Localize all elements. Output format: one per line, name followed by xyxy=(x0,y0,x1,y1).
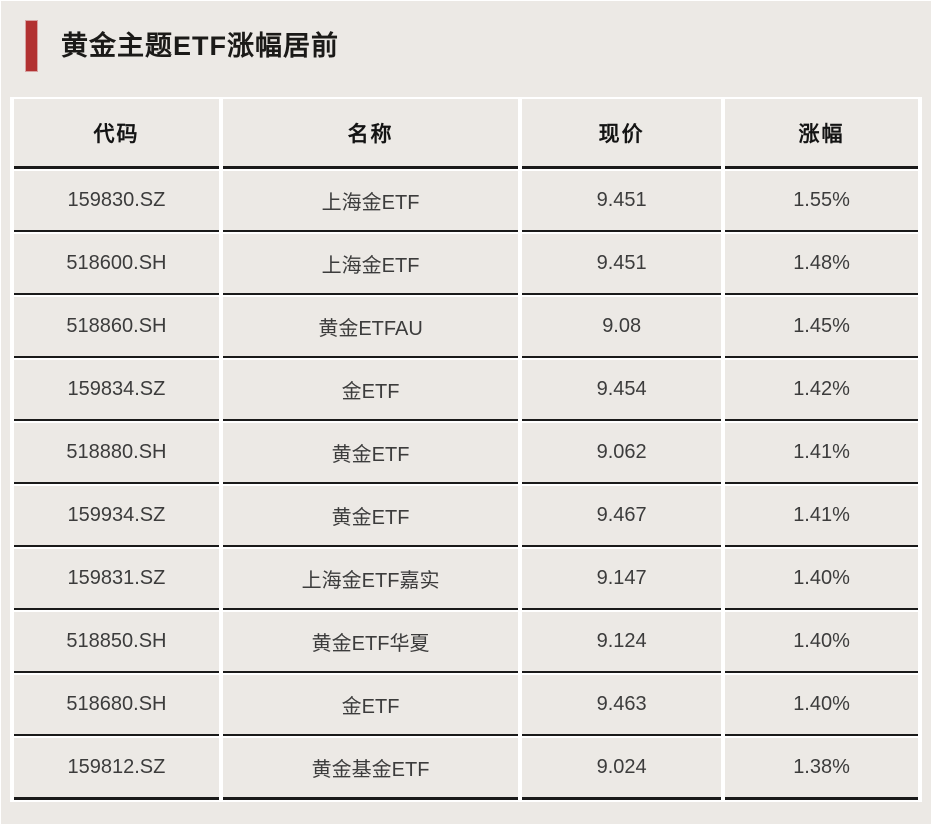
cell-code: 518860.SH xyxy=(14,297,219,358)
cell-name: 上海金ETF嘉实 xyxy=(222,549,519,610)
cell-change: 1.42% xyxy=(725,360,918,421)
cell-change: 1.41% xyxy=(725,423,918,484)
cell-code: 159934.SZ xyxy=(14,486,219,547)
cell-code: 518880.SH xyxy=(14,423,219,484)
cell-price: 9.024 xyxy=(522,738,722,800)
table-header-row: 代码 名称 现价 涨幅 xyxy=(14,99,918,169)
table-body: 159830.SZ 上海金ETF 9.451 1.55% 518600.SH 上… xyxy=(14,171,918,800)
table-row: 159834.SZ 金ETF 9.454 1.42% xyxy=(14,360,918,421)
table-row: 518680.SH 金ETF 9.463 1.40% xyxy=(14,675,918,736)
cell-change: 1.40% xyxy=(725,549,918,610)
cell-change: 1.45% xyxy=(725,297,918,358)
figure-title: 黄金主题ETF涨幅居前 xyxy=(61,30,339,61)
cell-price: 9.467 xyxy=(522,486,722,547)
cell-code: 518600.SH xyxy=(14,234,219,295)
cell-price: 9.451 xyxy=(522,171,722,232)
cell-change: 1.40% xyxy=(725,612,918,673)
cell-code: 159830.SZ xyxy=(14,171,219,232)
cell-name: 黄金ETF华夏 xyxy=(222,612,519,673)
cell-price: 9.463 xyxy=(522,675,722,736)
cell-change: 1.40% xyxy=(725,675,918,736)
cell-name: 黄金ETF xyxy=(222,423,519,484)
cell-price: 9.124 xyxy=(522,612,722,673)
table-row: 159934.SZ 黄金ETF 9.467 1.41% xyxy=(14,486,918,547)
column-header-change: 涨幅 xyxy=(725,99,918,169)
cell-code: 159812.SZ xyxy=(14,738,219,800)
cell-price: 9.451 xyxy=(522,234,722,295)
cell-code: 159831.SZ xyxy=(14,549,219,610)
cell-price: 9.08 xyxy=(522,297,722,358)
cell-code: 159834.SZ xyxy=(14,360,219,421)
column-header-name: 名称 xyxy=(222,99,519,169)
table-row: 518860.SH 黄金ETFAU 9.08 1.45% xyxy=(14,297,918,358)
cell-price: 9.147 xyxy=(522,549,722,610)
cell-code: 518850.SH xyxy=(14,612,219,673)
cell-price: 9.062 xyxy=(522,423,722,484)
table-row: 159830.SZ 上海金ETF 9.451 1.55% xyxy=(14,171,918,232)
cell-change: 1.48% xyxy=(725,234,918,295)
cell-name: 上海金ETF xyxy=(222,234,519,295)
cell-code: 518680.SH xyxy=(14,675,219,736)
cell-change: 1.38% xyxy=(725,738,918,800)
column-header-code: 代码 xyxy=(14,99,219,169)
cell-name: 黄金基金ETF xyxy=(222,738,519,800)
table-row: 159831.SZ 上海金ETF嘉实 9.147 1.40% xyxy=(14,549,918,610)
cell-name: 上海金ETF xyxy=(222,171,519,232)
cell-name: 金ETF xyxy=(222,675,519,736)
cell-price: 9.454 xyxy=(522,360,722,421)
cell-name: 金ETF xyxy=(222,360,519,421)
table-row: 518850.SH 黄金ETF华夏 9.124 1.40% xyxy=(14,612,918,673)
figure-header: 黄金主题ETF涨幅居前 xyxy=(25,20,339,72)
column-header-price: 现价 xyxy=(522,99,722,169)
etf-table: 代码 名称 现价 涨幅 159830.SZ 上海金ETF 9.451 1.55%… xyxy=(10,97,922,802)
cell-change: 1.55% xyxy=(725,171,918,232)
cell-name: 黄金ETF xyxy=(222,486,519,547)
table-row: 518600.SH 上海金ETF 9.451 1.48% xyxy=(14,234,918,295)
table-row: 518880.SH 黄金ETF 9.062 1.41% xyxy=(14,423,918,484)
cell-change: 1.41% xyxy=(725,486,918,547)
title-accent-bar xyxy=(25,20,38,72)
cell-name: 黄金ETFAU xyxy=(222,297,519,358)
table-row: 159812.SZ 黄金基金ETF 9.024 1.38% xyxy=(14,738,918,800)
